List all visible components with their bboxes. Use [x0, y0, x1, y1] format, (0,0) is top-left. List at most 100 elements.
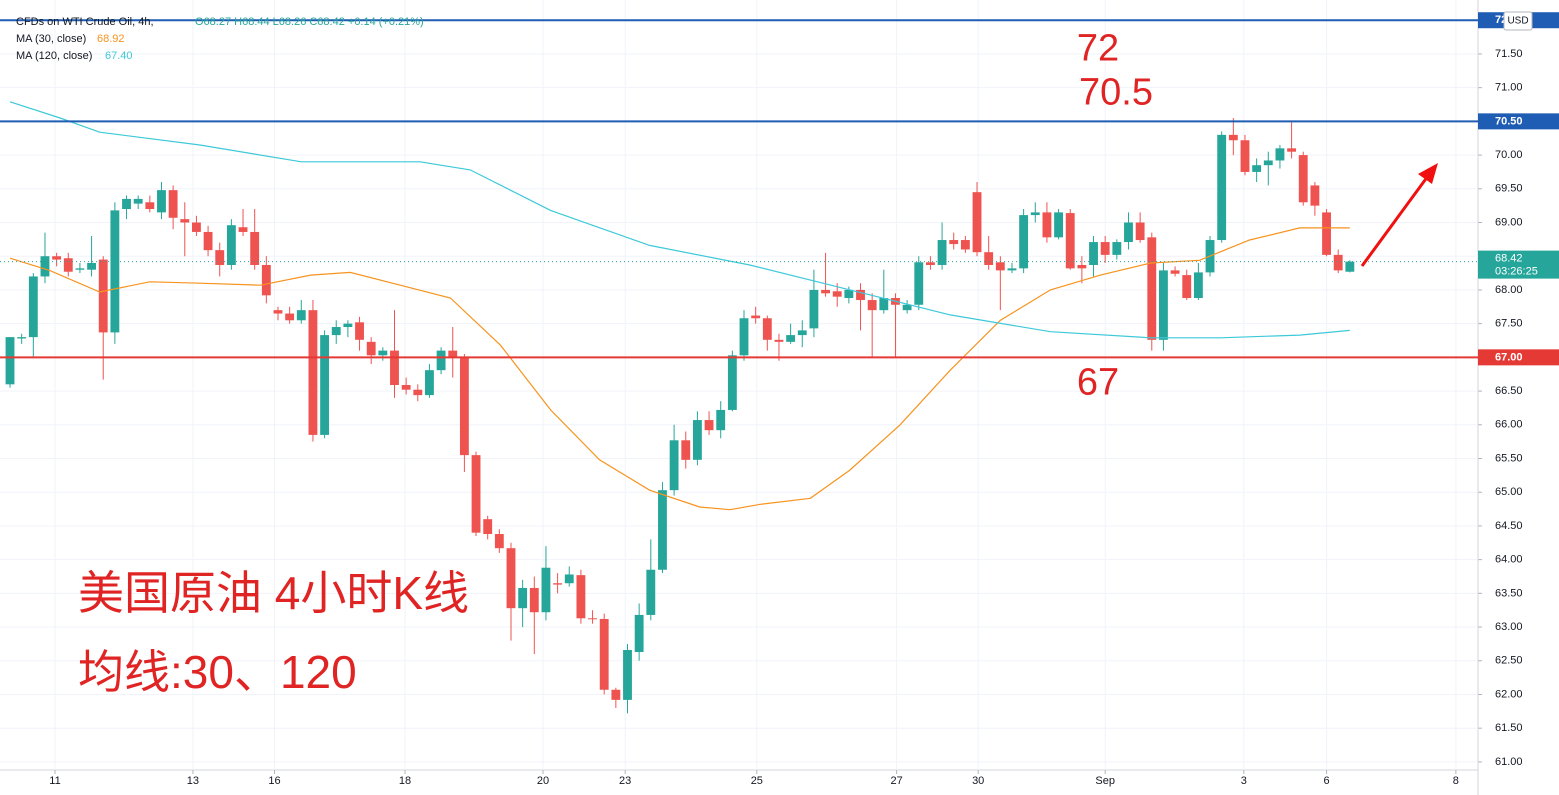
- candle-body: [308, 310, 318, 435]
- candle-body: [1135, 222, 1145, 241]
- y-tick-label: 62.00: [1495, 688, 1523, 700]
- overlay: [0, 19, 1478, 359]
- last-price-label: 68.42: [1495, 253, 1523, 265]
- candle-body: [285, 313, 295, 321]
- x-tick-label: Sep: [1095, 775, 1115, 787]
- candle-body: [529, 587, 539, 613]
- candle-body: [157, 190, 166, 213]
- candle-body: [1147, 237, 1157, 340]
- candle-body: [751, 315, 761, 319]
- candle-body: [40, 256, 50, 277]
- candle-body: [937, 240, 947, 265]
- candle-body: [949, 240, 959, 245]
- candle-body: [75, 268, 85, 270]
- candle-body: [133, 198, 143, 204]
- y-tick-label: 63.50: [1495, 587, 1523, 599]
- x-tick-label: 23: [619, 775, 631, 787]
- candle-body: [250, 231, 260, 265]
- candle-body: [1159, 270, 1168, 340]
- annotation: 均线:30、120: [78, 646, 357, 698]
- y-tick-label: 62.50: [1495, 655, 1523, 667]
- candle-body: [448, 350, 458, 359]
- candle-body: [960, 240, 970, 250]
- candle-body: [459, 358, 469, 456]
- y-tick-label: 68.00: [1495, 284, 1523, 296]
- x-tick-label: 18: [399, 775, 411, 787]
- candle-body: [122, 198, 131, 210]
- candle-body: [1007, 268, 1017, 271]
- candle-body: [623, 649, 632, 700]
- candle-body: [413, 389, 423, 396]
- candle-body: [273, 310, 283, 314]
- y-tick-label: 64.00: [1495, 554, 1523, 566]
- candle-body: [1298, 155, 1308, 203]
- y-tick-label: 66.50: [1495, 385, 1523, 397]
- candle-body: [518, 587, 528, 609]
- ma-legend-value: 67.40: [105, 50, 133, 62]
- candle-body: [599, 618, 609, 690]
- candle-body: [28, 276, 38, 338]
- y-tick-label: 61.50: [1495, 722, 1523, 734]
- candle-body: [844, 289, 854, 299]
- candle-body: [494, 534, 504, 549]
- last-price-tag: [1478, 250, 1559, 279]
- candle-body: [98, 259, 108, 333]
- currency-label: USD: [1507, 16, 1528, 27]
- candle-body: [1030, 212, 1040, 216]
- ohlc-summary: O68.27 H68.44 L68.26 C68.42 +0.14 (+0.21…: [195, 16, 424, 28]
- candle-body: [879, 298, 889, 311]
- x-tick-label: 27: [891, 775, 903, 787]
- x-tick-label: 16: [268, 775, 280, 787]
- level-tag-label: 67.00: [1495, 351, 1523, 363]
- currency-box: [1503, 11, 1533, 31]
- candle-body: [1112, 242, 1122, 255]
- level-annotation: 70.5: [1079, 71, 1153, 113]
- candle-body: [1345, 261, 1355, 272]
- level-annotation: 67: [1077, 361, 1119, 403]
- level-tag: [1478, 113, 1559, 130]
- candle-body: [856, 289, 865, 301]
- x-tick-label: 8: [1453, 775, 1459, 787]
- candle-body: [1310, 185, 1320, 206]
- ma-legend-name: MA (30, close): [16, 33, 86, 45]
- x-tick-label: 20: [537, 775, 549, 787]
- candle-body: [1100, 242, 1110, 255]
- candle-body: [1042, 212, 1052, 238]
- candle-body: [17, 337, 27, 339]
- candle-body: [1240, 140, 1250, 172]
- countdown-label: 03:26:25: [1495, 266, 1538, 278]
- candle-body: [658, 490, 667, 570]
- candle-body: [52, 256, 62, 260]
- candle-body: [436, 350, 446, 371]
- candle-body: [1333, 254, 1343, 271]
- y-tick-label: 69.50: [1495, 183, 1523, 195]
- candle-body: [1287, 148, 1297, 152]
- candle-body: [483, 519, 493, 535]
- candle-body: [739, 318, 749, 356]
- candle-body: [1263, 160, 1273, 166]
- ma-legend-value: 68.92: [97, 33, 125, 45]
- candle-body: [87, 262, 97, 270]
- candle-body: [1275, 148, 1285, 161]
- candle-body: [1054, 212, 1064, 238]
- candle-body: [762, 318, 772, 340]
- candle-body: [692, 420, 702, 460]
- level-tag-label: 70.50: [1495, 115, 1523, 127]
- candle-body: [972, 192, 982, 253]
- candle-body: [355, 322, 364, 340]
- candle-body: [366, 341, 376, 356]
- x-tick-label: 13: [187, 775, 199, 787]
- candle-body: [1065, 213, 1075, 269]
- candle-body: [296, 310, 306, 321]
- candle-body: [541, 567, 551, 613]
- candle-body: [821, 289, 830, 294]
- candle-body: [1124, 222, 1133, 243]
- candle-body: [786, 335, 796, 342]
- y-tick-label: 63.00: [1495, 621, 1523, 633]
- candle-body: [238, 227, 248, 232]
- candle-body: [192, 222, 201, 232]
- candle-body: [727, 355, 737, 410]
- plot: [5, 101, 1355, 714]
